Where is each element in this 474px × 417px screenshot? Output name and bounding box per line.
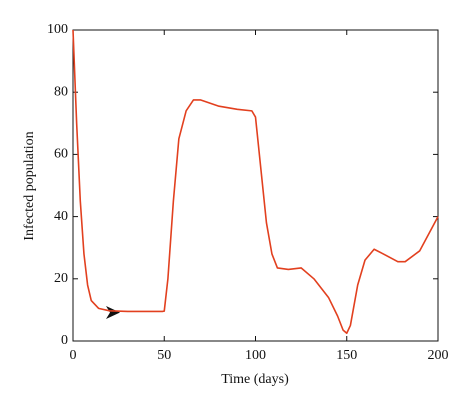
y-tick-label: 80 (54, 84, 68, 99)
data-line (72, 29, 439, 335)
x-tick-label: 50 (157, 348, 171, 363)
plot-frame (72, 29, 439, 342)
y-tick-label: 60 (54, 147, 68, 162)
direction-arrow (106, 306, 120, 319)
y-tick-label: 100 (47, 22, 68, 37)
y-tick-label: 20 (54, 271, 68, 286)
y-tick-label: 0 (61, 333, 68, 348)
x-tick-label: 200 (428, 348, 449, 363)
x-tick-label: 100 (245, 348, 266, 363)
x-tick-label: 150 (336, 348, 357, 363)
y-axis-label: Infected population (22, 131, 37, 240)
x-tick-label: 0 (70, 348, 77, 363)
y-tick-label: 40 (54, 209, 68, 224)
x-axis-label: Time (days) (221, 372, 289, 387)
